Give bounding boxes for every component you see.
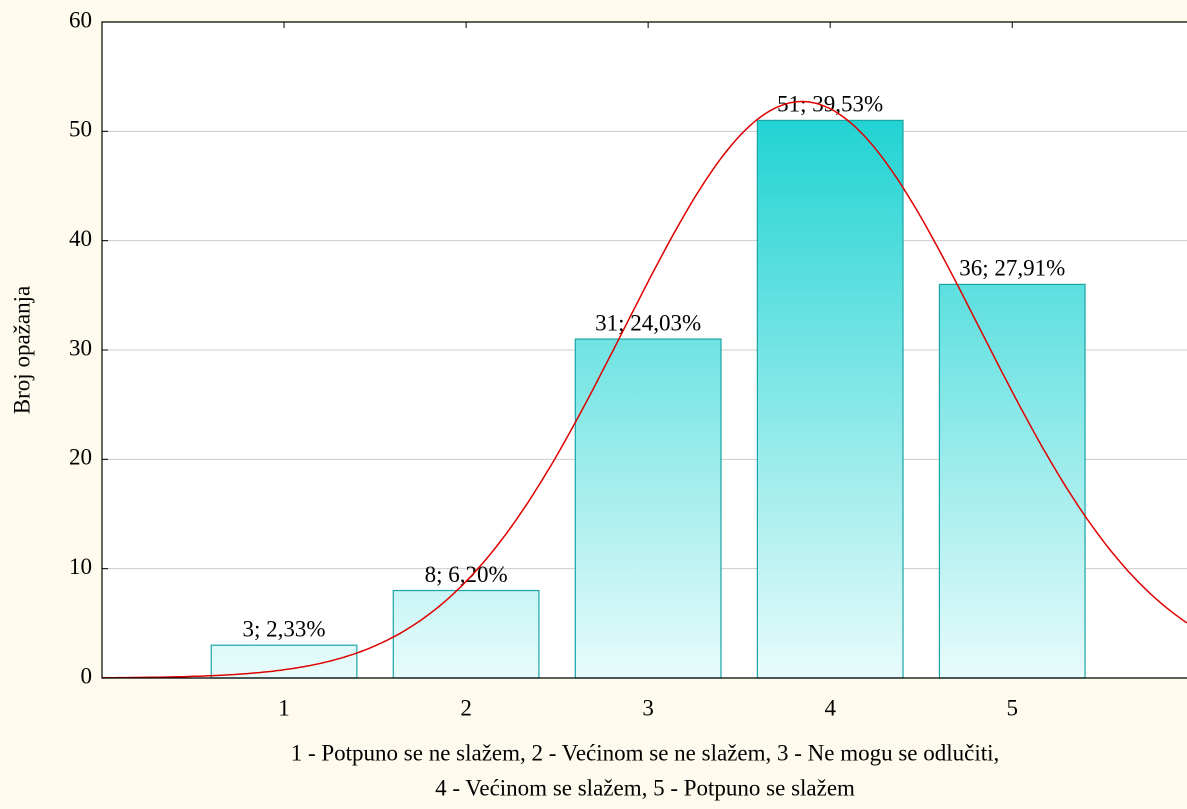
y-tick-label: 10: [69, 554, 92, 579]
x-axis-label: 1 - Potpuno se ne slažem, 2 - Većinom se…: [291, 740, 1000, 765]
y-tick-label: 60: [69, 7, 92, 32]
data-label: 31; 24,03%: [595, 310, 701, 335]
y-tick-label: 30: [69, 335, 92, 360]
data-label: 36; 27,91%: [959, 256, 1065, 281]
x-tick-label: 1: [278, 695, 290, 720]
y-tick-label: 20: [69, 445, 92, 470]
x-tick-label: 2: [460, 695, 472, 720]
y-tick-label: 40: [69, 226, 92, 251]
x-tick-label: 5: [1006, 695, 1018, 720]
x-axis-label: 4 - Većinom se slažem, 5 - Potpuno se sl…: [435, 775, 855, 800]
data-label: 8; 6,20%: [425, 562, 508, 587]
y-axis-label: Broj opažanja: [9, 286, 34, 414]
bar: [210, 644, 358, 679]
x-tick-label: 3: [642, 695, 654, 720]
data-label: 51; 39,53%: [777, 92, 883, 117]
x-tick-label: 4: [824, 695, 836, 720]
data-label: 3; 2,33%: [243, 616, 326, 641]
y-tick-label: 0: [81, 663, 93, 688]
bar: [756, 119, 904, 679]
bar: [574, 338, 722, 679]
y-tick-label: 50: [69, 117, 92, 142]
bar: [392, 589, 540, 679]
bar: [938, 283, 1086, 679]
fit-curve: [101, 100, 1187, 679]
axis-frame: [101, 21, 1187, 679]
